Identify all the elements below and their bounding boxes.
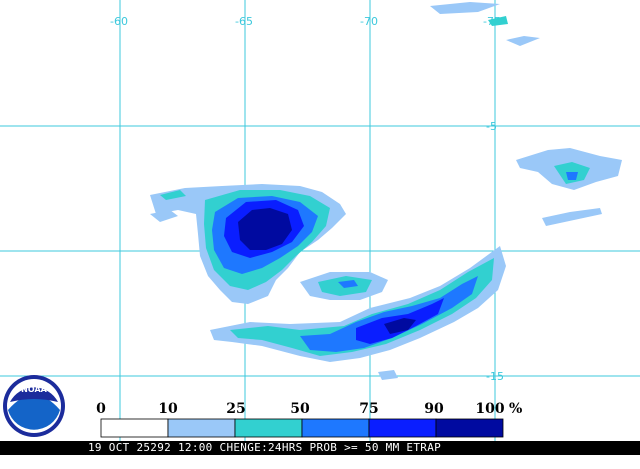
probability-area-10 — [430, 2, 500, 14]
probability-area-10 — [378, 370, 398, 380]
legend-label: 50 — [290, 401, 310, 417]
legend-swatch — [167, 418, 236, 438]
legend-swatch — [368, 418, 437, 438]
latitude-label: -5 — [486, 120, 497, 133]
probability-area-50 — [338, 280, 358, 288]
legend-swatch — [234, 418, 303, 438]
legend-swatch — [435, 418, 504, 438]
probability-area-10 — [542, 208, 602, 226]
graticule — [0, 0, 640, 441]
longitude-label: -70 — [360, 15, 378, 28]
probability-area-90 — [384, 318, 416, 334]
probability-map: -60 -65 -70 -75 -5 -15 — [0, 0, 640, 441]
probability-area-10 — [150, 210, 178, 222]
logo-text: NOAA — [21, 385, 47, 394]
probability-area-50 — [300, 276, 478, 352]
longitude-label: -60 — [110, 15, 128, 28]
legend-label: 10 — [158, 401, 178, 417]
longitude-label: -65 — [235, 15, 253, 28]
legend-label: 90 — [424, 401, 444, 417]
probability-area-50 — [566, 172, 578, 180]
probability-area-25 — [488, 16, 508, 26]
legend-label: 0 — [96, 401, 106, 417]
legend-label: 100 — [475, 401, 504, 417]
probability-area-10 — [506, 36, 540, 46]
latitude-label: -15 — [486, 370, 504, 383]
legend-swatch — [100, 418, 169, 438]
status-footer: 19 OCT 25292 12:00 CHENGE:24HRS PROB >= … — [0, 441, 640, 455]
legend-label: 25 — [226, 401, 245, 417]
probability-area-25 — [230, 258, 494, 356]
noaa-logo: NOAA — [3, 375, 65, 437]
legend-unit: % — [509, 401, 522, 417]
probability-area-25 — [160, 190, 186, 200]
probability-area-90 — [238, 208, 292, 250]
legend: 0 10 25 50 75 90 100 % — [96, 401, 522, 417]
probability-areas — [150, 2, 622, 380]
legend-label: 75 — [359, 401, 378, 417]
legend-swatch — [301, 418, 370, 438]
product-description: 19 OCT 25292 12:00 CHENGE:24HRS PROB >= … — [88, 441, 442, 454]
